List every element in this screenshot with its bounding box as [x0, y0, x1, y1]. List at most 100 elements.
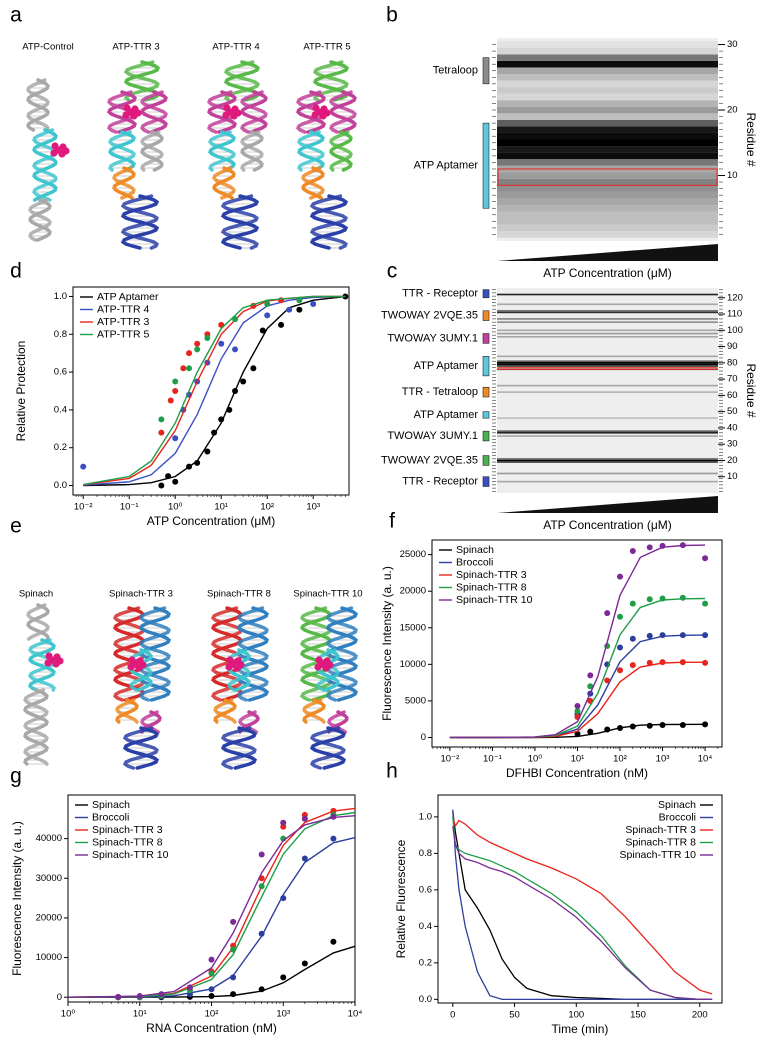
data-point: [230, 974, 237, 981]
helix-strand: [309, 726, 346, 770]
data-point: [208, 986, 215, 993]
data-point: [702, 600, 709, 607]
y-tick-label: 0.4: [54, 404, 67, 415]
fit-curve: [83, 295, 346, 487]
helix-strand: [325, 606, 358, 702]
y-tick-label: 0.4: [419, 921, 432, 932]
helix-strand: [120, 194, 160, 250]
helix-strand: [297, 130, 325, 172]
legend-label: ATP Aptamer: [97, 291, 159, 303]
ligand: [315, 656, 323, 664]
data-point: [232, 316, 239, 323]
x-tick-label: 10³: [656, 754, 670, 765]
ligand: [311, 111, 319, 119]
helix-strand: [26, 603, 50, 641]
data-point: [158, 482, 165, 489]
helix-strand: [122, 726, 160, 770]
data-point: [604, 726, 611, 733]
helix-strand: [107, 90, 137, 134]
data-point: [194, 346, 201, 353]
x-tick-label: 50: [509, 1010, 520, 1021]
helix-strand: [312, 60, 349, 102]
data-point: [310, 301, 317, 308]
helix-strand: [23, 688, 49, 766]
molecule-title: Spinach: [19, 589, 53, 600]
heatmap-row: [497, 332, 718, 335]
y-tick-label: 120: [727, 292, 743, 303]
region-bar: [482, 455, 490, 466]
molecule-title: ATP-Control: [22, 42, 74, 53]
x-axis-label: ATP Concentration (μM): [543, 266, 672, 280]
data-point: [574, 708, 581, 715]
heatmap-row: [497, 461, 718, 463]
y-tick-label: 40000: [36, 833, 62, 844]
fit-curve: [67, 811, 356, 998]
legend-label: Spinach-TTR 3: [625, 824, 696, 836]
x-tick-label: 10¹: [133, 1009, 147, 1020]
data-point: [208, 970, 215, 977]
y-axis-label: Fluorescence Intensity (a. u.): [380, 566, 394, 721]
data-point: [258, 851, 265, 858]
data-point: [115, 993, 122, 1000]
y-tick-label: 40: [727, 422, 738, 433]
ligand: [222, 111, 230, 119]
y-tick-label: 10: [727, 170, 738, 181]
x-axis-label: ATP Concentration (μM): [147, 514, 276, 528]
y-tick-label: 30: [727, 39, 738, 50]
data-point: [230, 918, 237, 925]
data-point: [186, 350, 193, 357]
helix-strand: [220, 726, 258, 770]
x-tick-label: 10⁰: [61, 1009, 76, 1020]
helix-strand: [309, 726, 347, 770]
y-tick-label: 0: [57, 992, 62, 1003]
heatmap-row: [497, 80, 718, 88]
data-point: [330, 835, 337, 842]
data-point: [679, 594, 686, 601]
molecule-title: ATP-TTR 5: [303, 42, 350, 53]
helix-strand: [240, 90, 268, 134]
molecule-title: Spinach-TTR 10: [293, 589, 362, 600]
data-point: [286, 306, 293, 313]
helix-strand: [220, 194, 260, 250]
helix-strand: [28, 198, 52, 242]
ligand: [128, 656, 136, 664]
data-point: [646, 596, 653, 603]
data-point: [629, 547, 636, 554]
series-line: [452, 816, 713, 995]
data-point: [232, 388, 239, 394]
region-bar: [482, 310, 490, 321]
helix-strand: [213, 698, 237, 724]
legend-label: Spinach-TTR 10: [620, 849, 697, 861]
helix-strand: [112, 166, 136, 200]
legend-label: Spinach: [456, 544, 494, 556]
ligand: [223, 104, 231, 112]
y-tick-label: 10000: [36, 952, 62, 963]
data-point: [264, 312, 271, 319]
ligand: [312, 104, 320, 112]
data-point: [218, 416, 225, 423]
ligand: [44, 659, 52, 667]
ligand: [226, 656, 234, 664]
heatmap-row: [497, 47, 718, 55]
region-bar: [482, 289, 490, 299]
heatmap-row: [497, 430, 718, 432]
x-axis-label: RNA Concentration (nM): [146, 1021, 277, 1035]
y-axis-label: Relative Fluorescence: [394, 839, 408, 958]
data-point: [204, 448, 211, 455]
heatmap-row: [497, 119, 718, 127]
panel-letter: c: [387, 260, 398, 283]
data-point: [172, 378, 179, 385]
region-label: TTR - Receptor: [402, 288, 478, 300]
panel-letter: b: [386, 4, 398, 27]
data-point: [702, 555, 709, 562]
data-point: [258, 930, 265, 937]
helix-strand: [302, 698, 326, 724]
heatmap-row: [497, 480, 718, 483]
data-point: [646, 722, 653, 729]
legend-label: Spinach-TTR 8: [92, 836, 163, 848]
x-tick-label: 10²: [613, 754, 627, 765]
heatmap-row: [497, 362, 718, 364]
legend-label: Spinach-TTR 3: [456, 569, 527, 581]
y-tick-label: 0.6: [54, 367, 67, 378]
ligand: [127, 663, 135, 671]
